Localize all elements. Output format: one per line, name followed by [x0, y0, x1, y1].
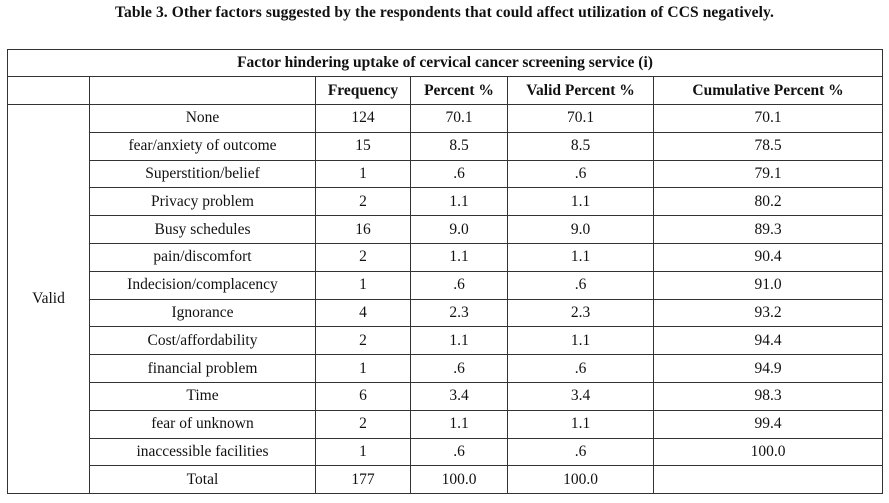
valid-percent-cell: .6 [507, 159, 654, 189]
percent-cell: 1.1 [410, 242, 508, 272]
cumulative-percent-cell: 80.2 [652, 187, 884, 217]
frequency-cell: 4 [315, 298, 411, 328]
frequency-cell: 16 [315, 215, 411, 244]
table-row: Valid None 124 70.1 70.1 70.1 [7, 103, 884, 495]
frequency-cell: 1 [315, 354, 411, 383]
percent-cell: .6 [410, 354, 508, 383]
valid-percent-cell: 8.5 [507, 131, 654, 161]
frequency-cell: 1 [315, 159, 411, 189]
valid-percent-cell: 70.1 [507, 104, 654, 133]
frequency-cell: 2 [315, 326, 411, 356]
percent-cell: 2.3 [410, 298, 508, 328]
factor-cell: Indecision/complacency [89, 270, 316, 300]
frequency-cell: 1 [315, 437, 411, 467]
percent-cell: 8.5 [410, 131, 508, 161]
valid-percent-cell: 3.4 [507, 381, 654, 411]
factor-cell: Superstition/belief [89, 159, 316, 189]
table-row: fear of unknown 2 1.1 1.1 99.4 [8, 409, 884, 439]
table-row: inaccessible facilities 1.6.6 100.0 [8, 437, 884, 467]
percent-cell: 9.0 [410, 215, 508, 244]
cumulative-percent-cell: 90.4 [652, 242, 884, 272]
factor-cell: Time [89, 381, 316, 411]
cumulative-percent-cell: 99.4 [652, 409, 884, 439]
factor-cell: Ignorance [89, 298, 316, 328]
table-body: Valid None 124 70.1 70.1 70.1 fear/anxiety of … [7, 103, 884, 495]
cumulative-percent-cell: 78.5 [652, 131, 884, 161]
table-row: Busy schedules 16 9.0 9.0 89.3 [8, 215, 884, 244]
percent-cell: 1.1 [410, 326, 508, 356]
table-title: Factor hindering uptake of cervical canc… [6, 49, 884, 77]
empty-header-cell [89, 76, 316, 105]
cumulative-percent-cell: 98.3 [652, 381, 884, 411]
empty-header-cell [7, 76, 90, 105]
table-row: fear/anxiety of outcome 15 8.5 8.5 78.5 [8, 131, 884, 161]
frequency-cell: 2 [315, 187, 411, 217]
frequency-cell: 2 [315, 409, 411, 439]
percent-cell: 1.1 [410, 409, 508, 439]
frequency-cell: 124 [315, 104, 411, 133]
valid-percent-cell: 1.1 [507, 187, 654, 217]
percent-cell: 3.4 [410, 381, 508, 411]
factor-cell: fear/anxiety of outcome [89, 131, 316, 161]
cumulative-percent-cell: 79.1 [652, 159, 884, 189]
percent-cell: .6 [410, 159, 508, 189]
factors-table: Factor hindering uptake of cervical canc… [6, 49, 884, 495]
frequency-cell: 177 [315, 465, 411, 495]
cumulative-percent-cell: 100.0 [652, 437, 884, 467]
cumulative-percent-cell [652, 465, 884, 495]
percent-cell: 100.0 [410, 465, 508, 495]
table-row: pain/discomfort 2 1.1 1.1 90.4 [8, 242, 884, 272]
cumulative-percent-cell: 93.2 [652, 298, 884, 328]
valid-percent-cell: .6 [507, 437, 654, 467]
factor-cell: financial problem [89, 354, 316, 383]
frequency-cell: 1 [315, 270, 411, 300]
factor-cell: Privacy problem [89, 187, 316, 217]
column-header-frequency: Frequency [315, 76, 411, 105]
table-row: Indecision/complacency 1.6.6 91.0 [8, 270, 884, 300]
cumulative-percent-cell: 94.9 [652, 354, 884, 383]
table-row: Superstition/belief 1.6.6 79.1 [8, 159, 884, 189]
factor-cell: Busy schedules [89, 215, 316, 244]
table-row: Cost/affordability 2 1.1 1.1 94.4 [8, 326, 884, 356]
valid-percent-cell: 1.1 [507, 326, 654, 356]
frequency-cell: 6 [315, 381, 411, 411]
valid-percent-cell: 2.3 [507, 298, 654, 328]
column-header-valid-percent: Valid Percent % [507, 76, 654, 105]
group-label-valid: Valid [7, 103, 90, 495]
table-row: Total 177 100.0 100.0 [8, 465, 884, 495]
factor-cell: pain/discomfort [89, 242, 316, 272]
frequency-cell: 15 [315, 131, 411, 161]
table-row: Ignorance 4 2.3 2.3 93.2 [8, 298, 884, 328]
factor-cell: Cost/affordability [89, 326, 316, 356]
table-caption: Table 3. Other factors suggested by the … [115, 4, 774, 21]
valid-percent-cell: .6 [507, 354, 654, 383]
cumulative-percent-cell: 70.1 [652, 104, 884, 133]
valid-percent-cell: 9.0 [507, 215, 654, 244]
table-row: financial problem 1.6.6 94.9 [8, 354, 884, 383]
valid-percent-cell: .6 [507, 270, 654, 300]
cumulative-percent-cell: 94.4 [652, 326, 884, 356]
factor-cell: None [89, 104, 316, 133]
percent-cell: 70.1 [410, 104, 508, 133]
percent-cell: .6 [410, 270, 508, 300]
frequency-cell: 2 [315, 242, 411, 272]
table-row: Time 6 3.4 3.4 98.3 [8, 381, 884, 411]
column-header-cumulative-percent: Cumulative Percent % [652, 76, 884, 105]
factor-cell: fear of unknown [89, 409, 316, 439]
cumulative-percent-cell: 89.3 [652, 215, 884, 244]
factor-cell: inaccessible facilities [89, 437, 316, 467]
valid-percent-cell: 100.0 [507, 465, 654, 495]
column-header-percent: Percent % [410, 76, 508, 105]
factor-cell: Total [89, 465, 316, 495]
valid-percent-cell: 1.1 [507, 242, 654, 272]
percent-cell: .6 [410, 437, 508, 467]
valid-percent-cell: 1.1 [507, 409, 654, 439]
cumulative-percent-cell: 91.0 [652, 270, 884, 300]
table-row: Privacy problem 2 1.1 1.1 80.2 [8, 187, 884, 217]
column-header-row: Frequency Percent % Valid Percent % Cumu… [7, 76, 884, 105]
percent-cell: 1.1 [410, 187, 508, 217]
